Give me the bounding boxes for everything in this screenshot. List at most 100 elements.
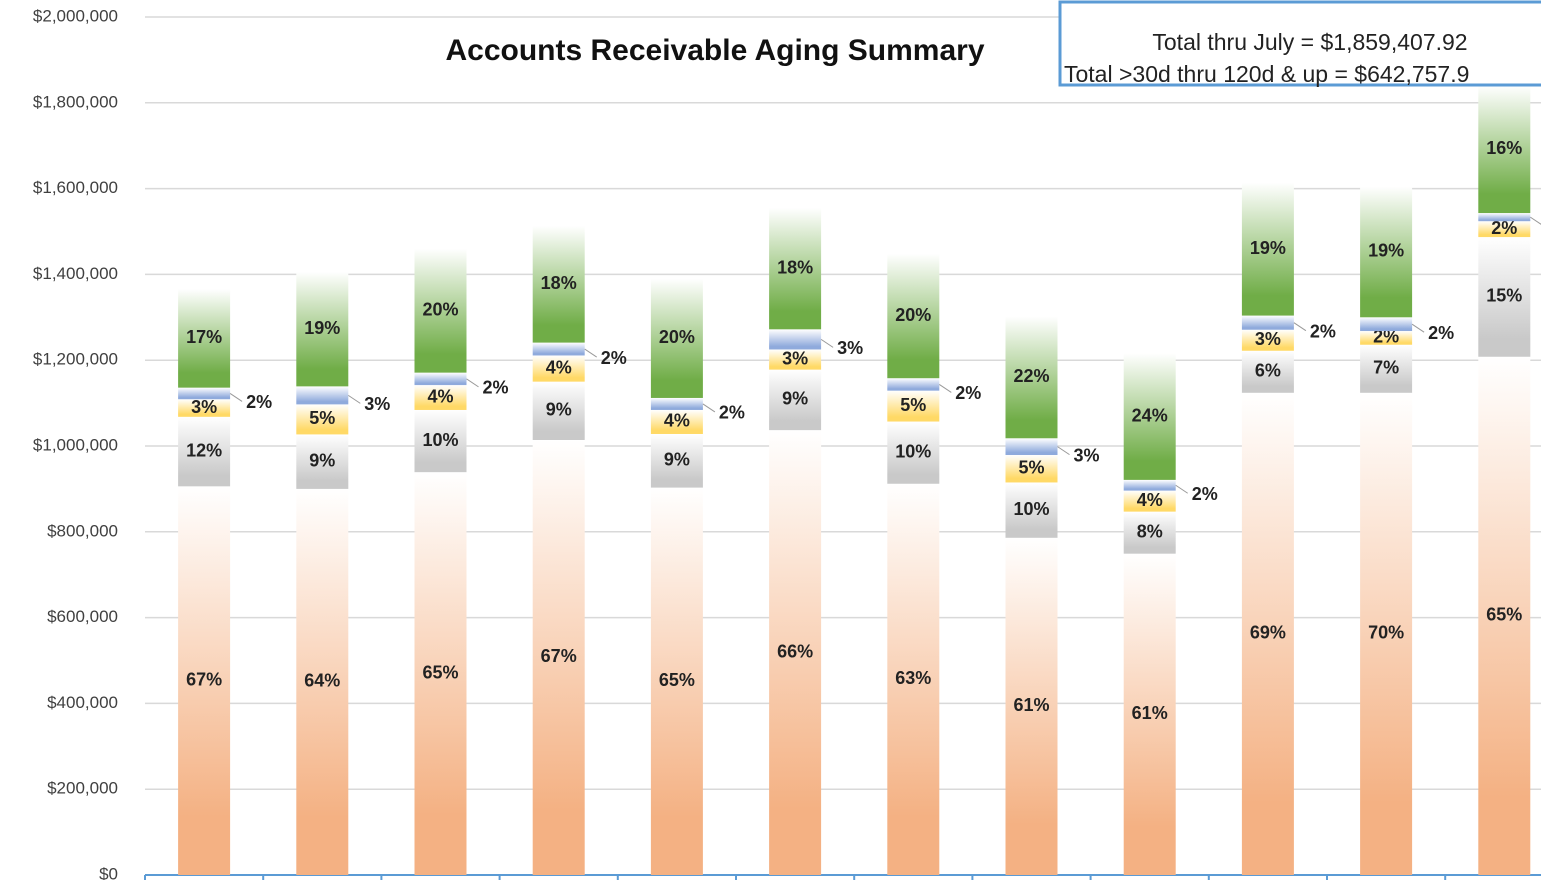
bar-segment <box>414 248 467 373</box>
data-label: 15% <box>1486 286 1522 306</box>
data-label: 4% <box>546 357 572 377</box>
data-label: 2% <box>601 348 627 368</box>
bar-segment <box>769 207 822 330</box>
data-label: 10% <box>422 430 458 450</box>
bar-segment <box>887 253 940 379</box>
data-label: 12% <box>186 440 222 460</box>
bar-segment <box>1241 350 1294 393</box>
bar-segment <box>1478 237 1531 357</box>
bar-segment <box>650 487 703 875</box>
y-tick-label: $2,000,000 <box>33 6 118 25</box>
data-label: 3% <box>1074 445 1100 465</box>
bar-segment <box>1005 537 1058 875</box>
bar-segment <box>296 488 349 875</box>
annotation-box <box>1058 0 1541 87</box>
y-tick-label: $600,000 <box>47 607 118 626</box>
leader-line <box>466 378 479 388</box>
bar-segment <box>1478 85 1531 214</box>
bar-segment <box>1005 316 1058 439</box>
data-label: 63% <box>895 668 931 688</box>
leader-line <box>229 393 243 402</box>
bar-segment <box>1360 186 1413 318</box>
bar-segment <box>1241 329 1294 351</box>
data-label: 9% <box>546 400 572 420</box>
bar-segment <box>769 329 822 350</box>
data-label: 20% <box>659 327 695 347</box>
bar-segment <box>1241 315 1294 330</box>
bar-segment <box>1005 482 1058 538</box>
data-label: 2% <box>1310 321 1336 341</box>
bar-segment <box>1123 479 1176 491</box>
data-label: 2% <box>1491 218 1517 238</box>
data-label: 19% <box>1250 238 1286 258</box>
data-label: 65% <box>659 670 695 690</box>
data-label: 61% <box>1013 695 1049 715</box>
bar-segment <box>178 399 231 417</box>
data-label: 22% <box>1013 366 1049 386</box>
data-label: 2% <box>955 383 981 403</box>
bar-segment <box>532 439 585 875</box>
data-label: 2% <box>1192 484 1218 504</box>
leader-line <box>584 348 597 358</box>
bar-segment <box>650 433 703 488</box>
bar-segment <box>1241 182 1294 316</box>
leader-line <box>1530 216 1541 225</box>
bar-segment <box>296 434 349 489</box>
bar-segment <box>178 387 231 400</box>
data-label: 4% <box>427 386 453 406</box>
leader-line <box>939 384 952 393</box>
y-tick-label: $1,800,000 <box>33 92 118 111</box>
data-label: 19% <box>1368 241 1404 261</box>
bar-segment <box>1478 221 1531 238</box>
bar-segment <box>1360 317 1413 332</box>
data-label: 16% <box>1486 138 1522 158</box>
data-label: 2% <box>719 403 745 423</box>
annotation: Total >30d thru 120d & up = $642,757.9 <box>1064 61 1469 87</box>
bar-segment <box>1478 356 1531 875</box>
bar-segment <box>650 409 703 434</box>
data-label: 66% <box>777 641 813 661</box>
bar-segment <box>414 385 467 410</box>
bar-segment <box>1360 392 1413 875</box>
data-label: 3% <box>191 397 217 417</box>
bar-segment <box>650 397 703 410</box>
bar-segment <box>532 381 585 440</box>
data-label: 2% <box>1428 323 1454 343</box>
bar-segment <box>414 472 467 875</box>
bar-segment <box>1360 344 1413 393</box>
chart-title: Accounts Receivable Aging Summary <box>445 34 984 67</box>
bar-segment <box>1123 511 1176 554</box>
bar-segment <box>1123 553 1176 875</box>
bar-segment <box>769 349 822 370</box>
leader-line <box>702 403 716 413</box>
data-label: 65% <box>422 662 458 682</box>
data-label: 3% <box>364 394 390 414</box>
bar-segment <box>414 372 467 386</box>
leader-line <box>348 394 361 404</box>
bar-segment <box>532 355 585 382</box>
data-label: 2% <box>483 378 509 398</box>
data-label: 61% <box>1132 703 1168 723</box>
annotation: Total thru July = $1,859,407.92 <box>1152 29 1467 55</box>
data-label: 18% <box>541 273 577 293</box>
y-tick-label: $0 <box>99 864 118 880</box>
bar-segment <box>178 486 231 875</box>
y-tick-label: $800,000 <box>47 521 118 540</box>
data-label: 3% <box>782 348 808 368</box>
bar-segment <box>769 369 822 431</box>
data-label: 5% <box>1018 457 1044 477</box>
bar-segment <box>296 404 349 435</box>
data-label: 7% <box>1373 358 1399 378</box>
data-label: 10% <box>1013 499 1049 519</box>
data-label: 20% <box>422 299 458 319</box>
bar-segment <box>532 342 585 356</box>
data-label: 4% <box>664 411 690 431</box>
data-label: 17% <box>186 327 222 347</box>
data-label: 3% <box>837 338 863 358</box>
bar-segment <box>887 390 940 422</box>
bar-segment <box>1005 455 1058 483</box>
data-label: 2% <box>246 392 272 412</box>
bar-segment <box>1123 353 1176 480</box>
